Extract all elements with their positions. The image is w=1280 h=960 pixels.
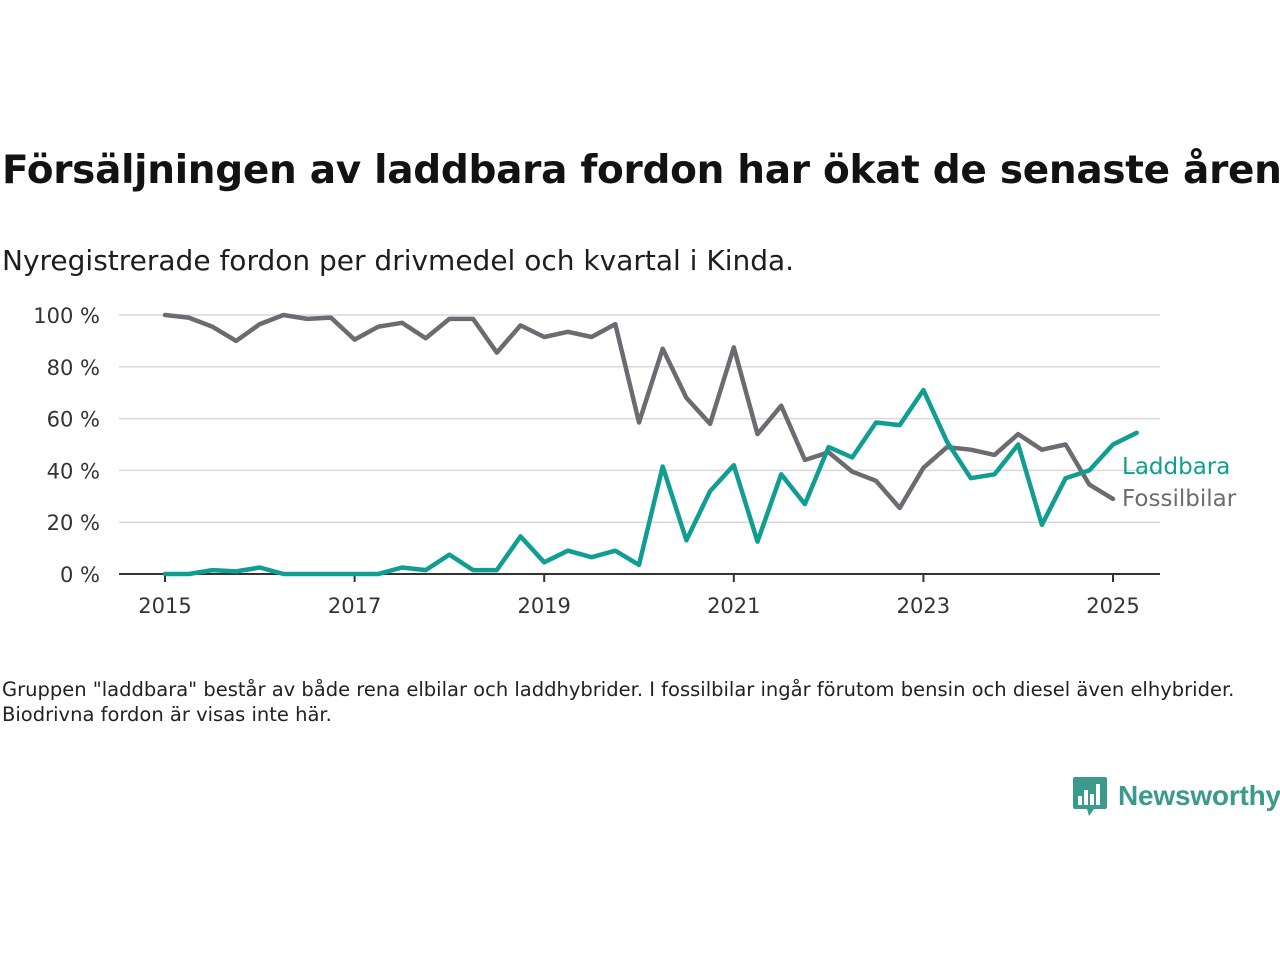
y-tick-label: 80 % (47, 356, 100, 380)
series-line-laddbara (162, 387, 1139, 577)
chart-subtitle: Nyregistrerade fordon per drivmedel och … (2, 244, 795, 277)
x-tick-label: 2021 (707, 594, 760, 618)
bar-chart-speech-bubble-icon (1073, 777, 1107, 816)
x-tick-label: 2017 (328, 594, 381, 618)
y-tick-label: 0 % (60, 563, 100, 587)
series-line-fossilbilar (162, 312, 1116, 511)
x-axis: 2015 2017 2019 2021 2023 2025 (119, 573, 1160, 618)
x-tick-label: 2015 (138, 594, 191, 618)
newsworthy-logo[interactable]: Newsworthy (1072, 774, 1280, 818)
y-tick-label: 20 % (47, 511, 100, 535)
y-axis: 0 % 20 % 40 % 60 % 80 % 100 % (33, 304, 100, 587)
chart-footnote: Gruppen "laddbara" består av både rena e… (2, 678, 1235, 726)
x-tick-label: 2023 (897, 594, 950, 618)
series-label-laddbara: Laddbara (1122, 454, 1230, 480)
series-labels: Laddbara Fossilbilar (1122, 454, 1237, 512)
y-tick-label: 40 % (47, 459, 100, 483)
series-lines (162, 312, 1139, 577)
line-chart: 0 % 20 % 40 % 60 % 80 % 100 % 2015 2017 2019 202… (33, 304, 1237, 618)
x-tick-label: 2025 (1086, 594, 1139, 618)
y-tick-label: 60 % (47, 408, 100, 432)
page-title: Försäljningen av laddbara fordon har öka… (2, 148, 1280, 193)
x-tick-label: 2019 (517, 594, 570, 618)
y-tick-label: 100 % (33, 304, 100, 328)
series-label-fossilbilar: Fossilbilar (1122, 486, 1237, 512)
logo-text: Newsworthy (1118, 780, 1280, 811)
